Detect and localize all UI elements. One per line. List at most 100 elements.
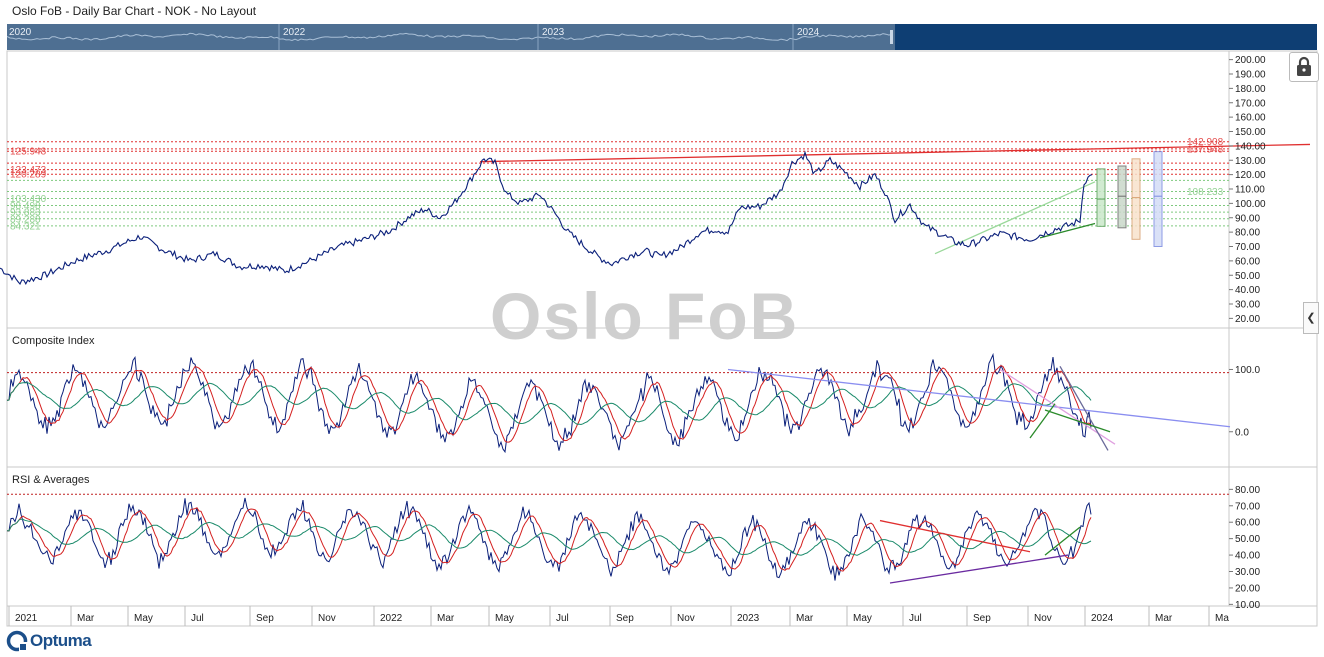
x-tick-label: May: [134, 613, 153, 624]
overview-price-line: [7, 32, 893, 42]
y-tick-label: 60.00: [1235, 256, 1260, 267]
x-tick-label: 2023: [737, 613, 760, 624]
oscillator-series-line: [6, 382, 1092, 426]
y-tick-label: 20.00: [1235, 314, 1260, 325]
oscillator-series-line: [6, 497, 1092, 581]
fib-level-label: 84.321: [10, 221, 41, 232]
x-tick-label: May: [853, 613, 872, 624]
y-tick-label: 20.00: [1235, 583, 1260, 594]
x-tick-label: Nov: [677, 613, 695, 624]
overview-navigator[interactable]: 2020 2022 2023 2024: [7, 24, 1317, 50]
y-tick-label: 40.00: [1235, 551, 1260, 562]
projection-box: [1096, 168, 1106, 227]
composite-pane-label: Composite Index: [12, 335, 95, 347]
overview-year-label: 2022: [283, 27, 306, 38]
optuma-logo-icon: [6, 630, 28, 652]
y-tick-label: 40.00: [1235, 285, 1260, 296]
y-tick-label: 30.00: [1235, 300, 1260, 311]
y-tick-label: 90.00: [1235, 213, 1260, 224]
x-tick-label: Mar: [437, 613, 455, 624]
projection-box: [1117, 165, 1127, 229]
price-trendline: [934, 181, 1096, 255]
fib-level-label: 103.430: [10, 194, 47, 205]
oscillator-trendline: [879, 519, 1031, 553]
logo-text: Optuma: [30, 631, 92, 650]
y-tick-label: 120.00: [1235, 170, 1266, 181]
y-tick-label: 70.00: [1235, 501, 1260, 512]
window-title: Oslo FoB - Daily Bar Chart - NOK - No La…: [12, 4, 257, 18]
y-tick-label: 110.00: [1235, 185, 1265, 196]
x-tick-label: Nov: [1034, 613, 1052, 624]
oscillator-series-line: [6, 352, 1092, 454]
watermark: Oslo FoB: [490, 279, 800, 353]
oscillator-trendline: [1044, 526, 1081, 556]
x-tick-label: May: [495, 613, 514, 624]
x-tick-label: Jul: [556, 613, 569, 624]
oscillator-trendline: [1029, 403, 1056, 439]
x-axis-band: [6, 605, 1318, 627]
y-tick-label: 60.00: [1235, 518, 1260, 529]
y-tick-label: 180.00: [1235, 84, 1266, 95]
fib-level-label: 123.473: [10, 165, 47, 176]
x-tick-label: 2021: [15, 613, 38, 624]
x-tick-label: 2022: [380, 613, 403, 624]
fib-level-label: 89.288: [10, 214, 41, 225]
y-tick-label: 100.00: [1235, 199, 1266, 210]
lock-icon: [1297, 56, 1311, 76]
y-tick-label: 130.00: [1235, 156, 1266, 167]
optuma-logo: Optuma: [6, 630, 92, 652]
y-tick-label: 80.00: [1235, 485, 1260, 496]
collapse-panel-button[interactable]: ❮: [1303, 302, 1319, 334]
x-tick-label: Jul: [909, 613, 922, 624]
oscillator-series-line: [6, 507, 1092, 572]
oscillator-trendline: [999, 368, 1116, 445]
x-tick-label: Ma: [1215, 613, 1229, 624]
projection-box: [1131, 158, 1141, 240]
y-tick-label: 30.00: [1235, 567, 1260, 578]
overview-year-label: 2024: [797, 27, 820, 38]
chevron-left-icon: ❮: [1306, 312, 1316, 324]
y-tick-label: 50.00: [1235, 271, 1260, 282]
fib-level-label: 93.883: [10, 208, 41, 219]
x-tick-label: Jul: [191, 613, 204, 624]
oscillator-trendline: [889, 554, 1069, 584]
overview-drag-handle[interactable]: [890, 30, 893, 44]
oscillator-series-line: [6, 518, 1092, 556]
fib-level-label: 137.948: [1187, 144, 1224, 155]
x-tick-label: Sep: [256, 613, 274, 624]
projection-box: [1153, 151, 1163, 247]
y-tick-label: 140.00: [1235, 141, 1266, 152]
x-tick-label: Sep: [973, 613, 991, 624]
fib-level-label: 120.289: [10, 170, 47, 181]
fib-level-label: 125.948: [10, 147, 47, 158]
y-tick-label: 200.00: [1235, 55, 1266, 66]
overview-future-band: [895, 24, 1317, 50]
oscillator-trendline: [727, 368, 1231, 428]
x-tick-label: Mar: [77, 613, 95, 624]
rsi-pane-label: RSI & Averages: [12, 474, 90, 486]
y-tick-label: 170.00: [1235, 98, 1266, 109]
y-tick-label: 70.00: [1235, 242, 1260, 253]
x-tick-label: Mar: [1155, 613, 1173, 624]
fib-level-label: 142.908: [1187, 137, 1224, 148]
y-tick-label: 150.00: [1235, 127, 1266, 138]
y-tick-label: 80.00: [1235, 228, 1260, 239]
lock-button[interactable]: [1289, 52, 1319, 82]
overview-year-label: 2020: [9, 27, 32, 38]
price-trendline: [479, 143, 1311, 163]
y-tick-label: 50.00: [1235, 534, 1260, 545]
price-series-line: [0, 150, 1093, 286]
y-tick-label: 160.00: [1235, 113, 1266, 124]
oscillator-trendline: [1059, 366, 1109, 451]
x-tick-label: Sep: [616, 613, 634, 624]
x-tick-label: 2024: [1091, 613, 1114, 624]
overview-year-label: 2023: [542, 27, 565, 38]
oscillator-trendline: [1044, 409, 1111, 433]
x-tick-label: Mar: [796, 613, 814, 624]
x-tick-label: Nov: [318, 613, 336, 624]
fib-level-label: 98.498: [10, 201, 41, 212]
y-tick-label: 190.00: [1235, 70, 1266, 81]
y-tick-label: 0.0: [1235, 427, 1249, 438]
oscillator-series-line: [6, 365, 1092, 443]
fib-level-label: 108.233: [1187, 187, 1224, 198]
